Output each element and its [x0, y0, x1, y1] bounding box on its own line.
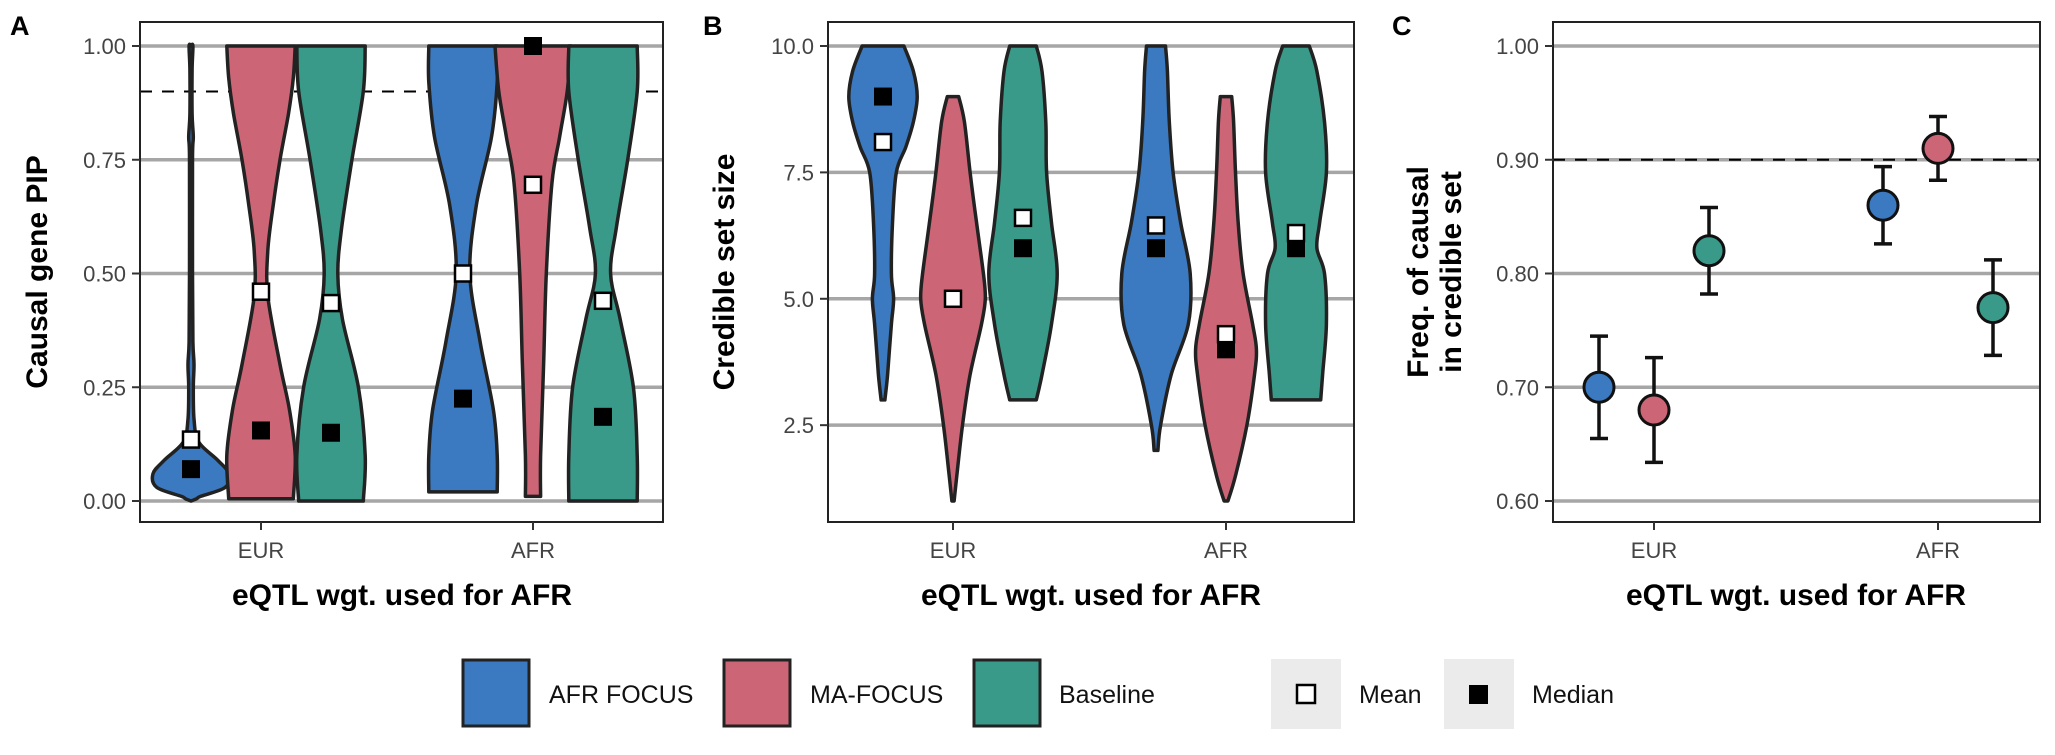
median-marker-afr-focus-eur [182, 460, 200, 479]
median-marker-afr-focus-afr [1147, 239, 1165, 258]
mean-marker-baseline-afr [1286, 223, 1306, 243]
legend: AFR FOCUS MA-FOCUS Baseline Mean Median [461, 658, 1614, 729]
panel-c: C 0.60 0.70 0.80 0.90 1.00 EUR AFR eQTL wgt. … [1392, 11, 2041, 612]
point-baseline-afr [1976, 291, 2010, 325]
panel-a-x-axis-title: eQTL wgt. used for AFR [232, 579, 572, 612]
panel-c-letter: C [1392, 11, 1412, 41]
mean-marker-afr-focus-afr [1146, 216, 1166, 235]
x-tick-label: AFR [511, 538, 555, 563]
legend-label-median: Median [1532, 681, 1614, 709]
y-tick-label: 0.25 [83, 375, 126, 400]
panel-c-y-ticks: 0.60 0.70 0.80 0.90 1.00 [1496, 34, 1553, 514]
median-marker-baseline-afr [1287, 239, 1305, 258]
mean-marker-afr-focus-afr [453, 264, 473, 283]
x-tick-label: EUR [930, 538, 976, 563]
panel-a-plot-border [139, 21, 664, 523]
point-afr-focus-afr [1866, 188, 1900, 222]
y-tick-label: 5.0 [783, 287, 814, 312]
mean-marker-baseline-eur [1013, 208, 1033, 228]
panel-c-marks [1582, 114, 2010, 465]
violin-ma-focus-eur [224, 44, 298, 501]
panel-a-x-ticks: EUR AFR [238, 522, 555, 563]
mean-square-icon [1295, 683, 1317, 705]
legend-label-mean: Mean [1359, 681, 1422, 709]
mean-marker-ma-focus-afr [523, 175, 543, 195]
panel-a: A 0.00 0.25 0.50 0.75 1.00 EUR AFR eQTL wgt. … [10, 11, 664, 612]
point-ma-focus-afr [1921, 131, 1955, 165]
mean-marker-ma-focus-afr [1216, 324, 1236, 344]
legend-swatch-afr-focus [461, 658, 531, 728]
violin-baseline-afr [1263, 44, 1329, 402]
y-tick-label: 1.00 [83, 34, 126, 59]
panel-a-y-axis-title: Causal gene PIP [21, 155, 54, 388]
y-tick-label: 0.50 [83, 262, 126, 287]
panel-c-y-axis-title-line2: in credible set [1435, 171, 1468, 373]
violin-baseline-afr [566, 44, 640, 503]
panel-b-y-ticks: 2.5 5.0 7.5 10.0 [771, 34, 828, 438]
panel-c-gridlines [1553, 44, 2040, 503]
y-tick-label: 0.75 [83, 148, 126, 173]
y-tick-label: 0.70 [1496, 375, 1539, 400]
y-tick-label: 0.90 [1496, 148, 1539, 173]
mean-marker-afr-focus-eur [873, 132, 893, 152]
median-marker-afr-focus-afr [454, 389, 472, 408]
y-tick-label: 1.00 [1496, 34, 1539, 59]
violin-afr-focus-eur [150, 42, 232, 503]
panel-c-plot-border [1552, 21, 2041, 523]
median-marker-baseline-afr [594, 407, 612, 426]
legend-label-ma-focus: MA-FOCUS [810, 681, 943, 709]
mean-marker-baseline-eur [321, 293, 341, 313]
panel-c-x-ticks: EUR AFR [1631, 522, 1960, 563]
violin-baseline-eur [294, 44, 368, 503]
median-marker-baseline-eur [322, 423, 340, 442]
legend-swatch-ma-focus [722, 658, 792, 728]
panel-c-y-axis-title-line1: Freq. of causal [1402, 166, 1435, 378]
panel-b-x-axis-title: eQTL wgt. used for AFR [921, 579, 1261, 612]
panel-c-y-axis-title: Freq. of causal in credible set [1402, 166, 1468, 378]
y-tick-label: 0.80 [1496, 262, 1539, 287]
y-tick-label: 0.00 [83, 489, 126, 514]
point-ma-focus-eur [1637, 393, 1671, 427]
median-marker-ma-focus-eur [252, 421, 270, 440]
violin-ma-focus-afr [1193, 94, 1259, 503]
mean-marker-ma-focus-eur [943, 289, 963, 309]
x-tick-label: AFR [1204, 538, 1248, 563]
violin-ma-focus-afr [493, 44, 573, 499]
y-tick-label: 10.0 [771, 34, 814, 59]
mean-marker-ma-focus-eur [251, 282, 271, 301]
legend-label-afr-focus: AFR FOCUS [549, 681, 693, 709]
panel-a-y-ticks: 0.00 0.25 0.50 0.75 1.00 [83, 34, 140, 514]
median-marker-baseline-eur [1014, 239, 1032, 258]
panel-b-letter: B [703, 11, 723, 41]
mean-marker-baseline-afr [593, 291, 613, 311]
x-tick-label: AFR [1916, 538, 1960, 563]
panel-a-marks [150, 37, 640, 503]
mean-marker-afr-focus-eur [181, 430, 201, 449]
panel-b: B 2.5 5.0 7.5 10.0 EUR AFR eQTL wgt. used fo… [703, 11, 1355, 612]
panel-b-marks [847, 44, 1329, 503]
y-tick-label: 7.5 [783, 160, 814, 185]
panel-c-x-axis-title: eQTL wgt. used for AFR [1626, 579, 1966, 612]
panel-b-y-axis-title: Credible set size [708, 154, 741, 391]
x-tick-label: EUR [238, 538, 284, 563]
legend-swatch-baseline [972, 658, 1042, 728]
panel-a-letter: A [10, 11, 30, 41]
panel-b-plot-border [827, 21, 1355, 523]
point-afr-focus-eur [1582, 370, 1616, 404]
median-marker-ma-focus-afr [524, 37, 542, 55]
median-square-icon [1469, 685, 1488, 704]
median-marker-ma-focus-afr [1217, 340, 1235, 359]
violin-afr-focus-eur [847, 44, 919, 402]
panel-b-x-ticks: EUR AFR [930, 522, 1248, 563]
x-tick-label: EUR [1631, 538, 1677, 563]
y-tick-label: 0.60 [1496, 489, 1539, 514]
legend-label-baseline: Baseline [1059, 681, 1155, 709]
median-marker-afr-focus-eur [874, 87, 892, 106]
y-tick-label: 2.5 [783, 413, 814, 438]
point-baseline-eur [1692, 234, 1726, 268]
